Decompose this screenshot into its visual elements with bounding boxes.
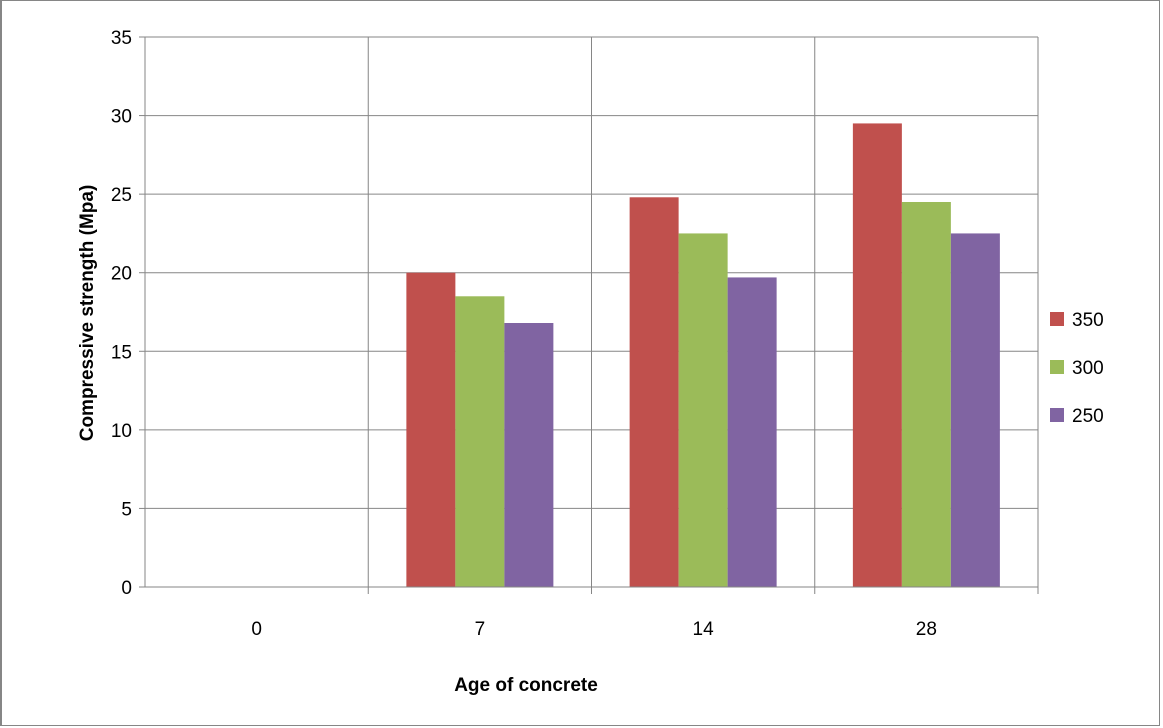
y-tick-labels: 0 5 10 15 20 25 30 35 <box>111 28 132 599</box>
y-tick-label: 35 <box>111 28 132 49</box>
axes <box>144 37 1038 588</box>
bar-350-14 <box>629 197 679 588</box>
legend-swatch-300 <box>1050 360 1064 374</box>
y-axis-title: Compressive strength (Mpa) <box>77 185 98 442</box>
bars <box>406 123 1000 588</box>
x-tick-label: 7 <box>475 619 486 640</box>
x-tick-label: 28 <box>916 619 937 640</box>
legend-label-300: 300 <box>1072 358 1104 379</box>
x-tick-label: 0 <box>251 619 262 640</box>
y-tick-label: 5 <box>121 499 132 520</box>
legend-swatch-250 <box>1050 408 1064 422</box>
bar-300-28 <box>901 202 951 587</box>
bar-250-14 <box>727 277 777 587</box>
y-tick-label: 30 <box>111 107 132 128</box>
bar-250-7 <box>504 323 554 587</box>
legend-swatch-350 <box>1050 312 1064 326</box>
x-tick-label: 14 <box>693 619 715 640</box>
bar-250-28 <box>950 233 1000 587</box>
legend: 350 300 250 <box>1050 310 1104 427</box>
x-tick-labels: 0 7 14 28 <box>251 619 937 640</box>
y-tick-label: 10 <box>111 421 132 442</box>
bar-300-14 <box>678 233 728 587</box>
bar-350-7 <box>406 272 456 587</box>
legend-label-250: 250 <box>1072 406 1104 427</box>
y-tick-label: 20 <box>111 264 132 285</box>
y-tick-label: 15 <box>111 342 132 363</box>
bar-300-7 <box>455 296 505 587</box>
y-tick-label: 25 <box>111 185 132 206</box>
x-axis-title: Age of concrete <box>454 675 598 696</box>
bar-350-28 <box>852 123 902 587</box>
y-tick-label: 0 <box>121 578 132 599</box>
legend-label-350: 350 <box>1072 310 1104 331</box>
